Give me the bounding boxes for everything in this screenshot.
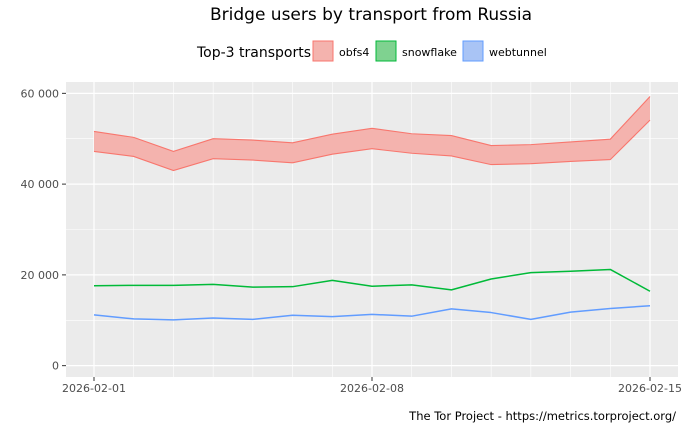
grid <box>66 82 678 377</box>
legend-key-snowflake <box>375 40 397 62</box>
legend-label-obfs4: obfs4 <box>339 46 369 59</box>
legend-label-snowflake: snowflake <box>402 46 457 59</box>
y-tick-label: 60 000 <box>21 87 60 100</box>
y-tick-label: 0 <box>52 360 59 373</box>
y-tick-label: 40 000 <box>21 178 60 191</box>
chart-caption: The Tor Project - https://metrics.torpro… <box>408 409 676 423</box>
snowflake-line <box>93 268 651 292</box>
legend-key-obfs4 <box>312 40 334 62</box>
legend-label-webtunnel: webtunnel <box>489 46 547 59</box>
x-tick-label: 2026-02-15 <box>618 382 682 395</box>
x-tick-label: 2026-02-08 <box>340 382 404 395</box>
legend: Top-3 transports obfs4 snowflake webtunnel <box>196 40 547 62</box>
chart-title: Bridge users by transport from Russia <box>210 5 532 25</box>
y-tick-label: 20 000 <box>21 269 60 282</box>
obfs4-upper-line <box>93 96 651 153</box>
legend-title: Top-3 transports <box>196 45 311 61</box>
axes: 0 20 000 40 000 60 000 2026-02-01 2026-02-08 2… <box>21 87 682 395</box>
legend-key-webtunnel <box>462 40 484 62</box>
x-tick-label: 2026-02-01 <box>62 382 126 395</box>
webtunnel-line <box>93 304 651 321</box>
series <box>93 96 651 321</box>
obfs4-lower-line <box>93 119 651 172</box>
obfs4-ribbon-area <box>94 96 650 171</box>
